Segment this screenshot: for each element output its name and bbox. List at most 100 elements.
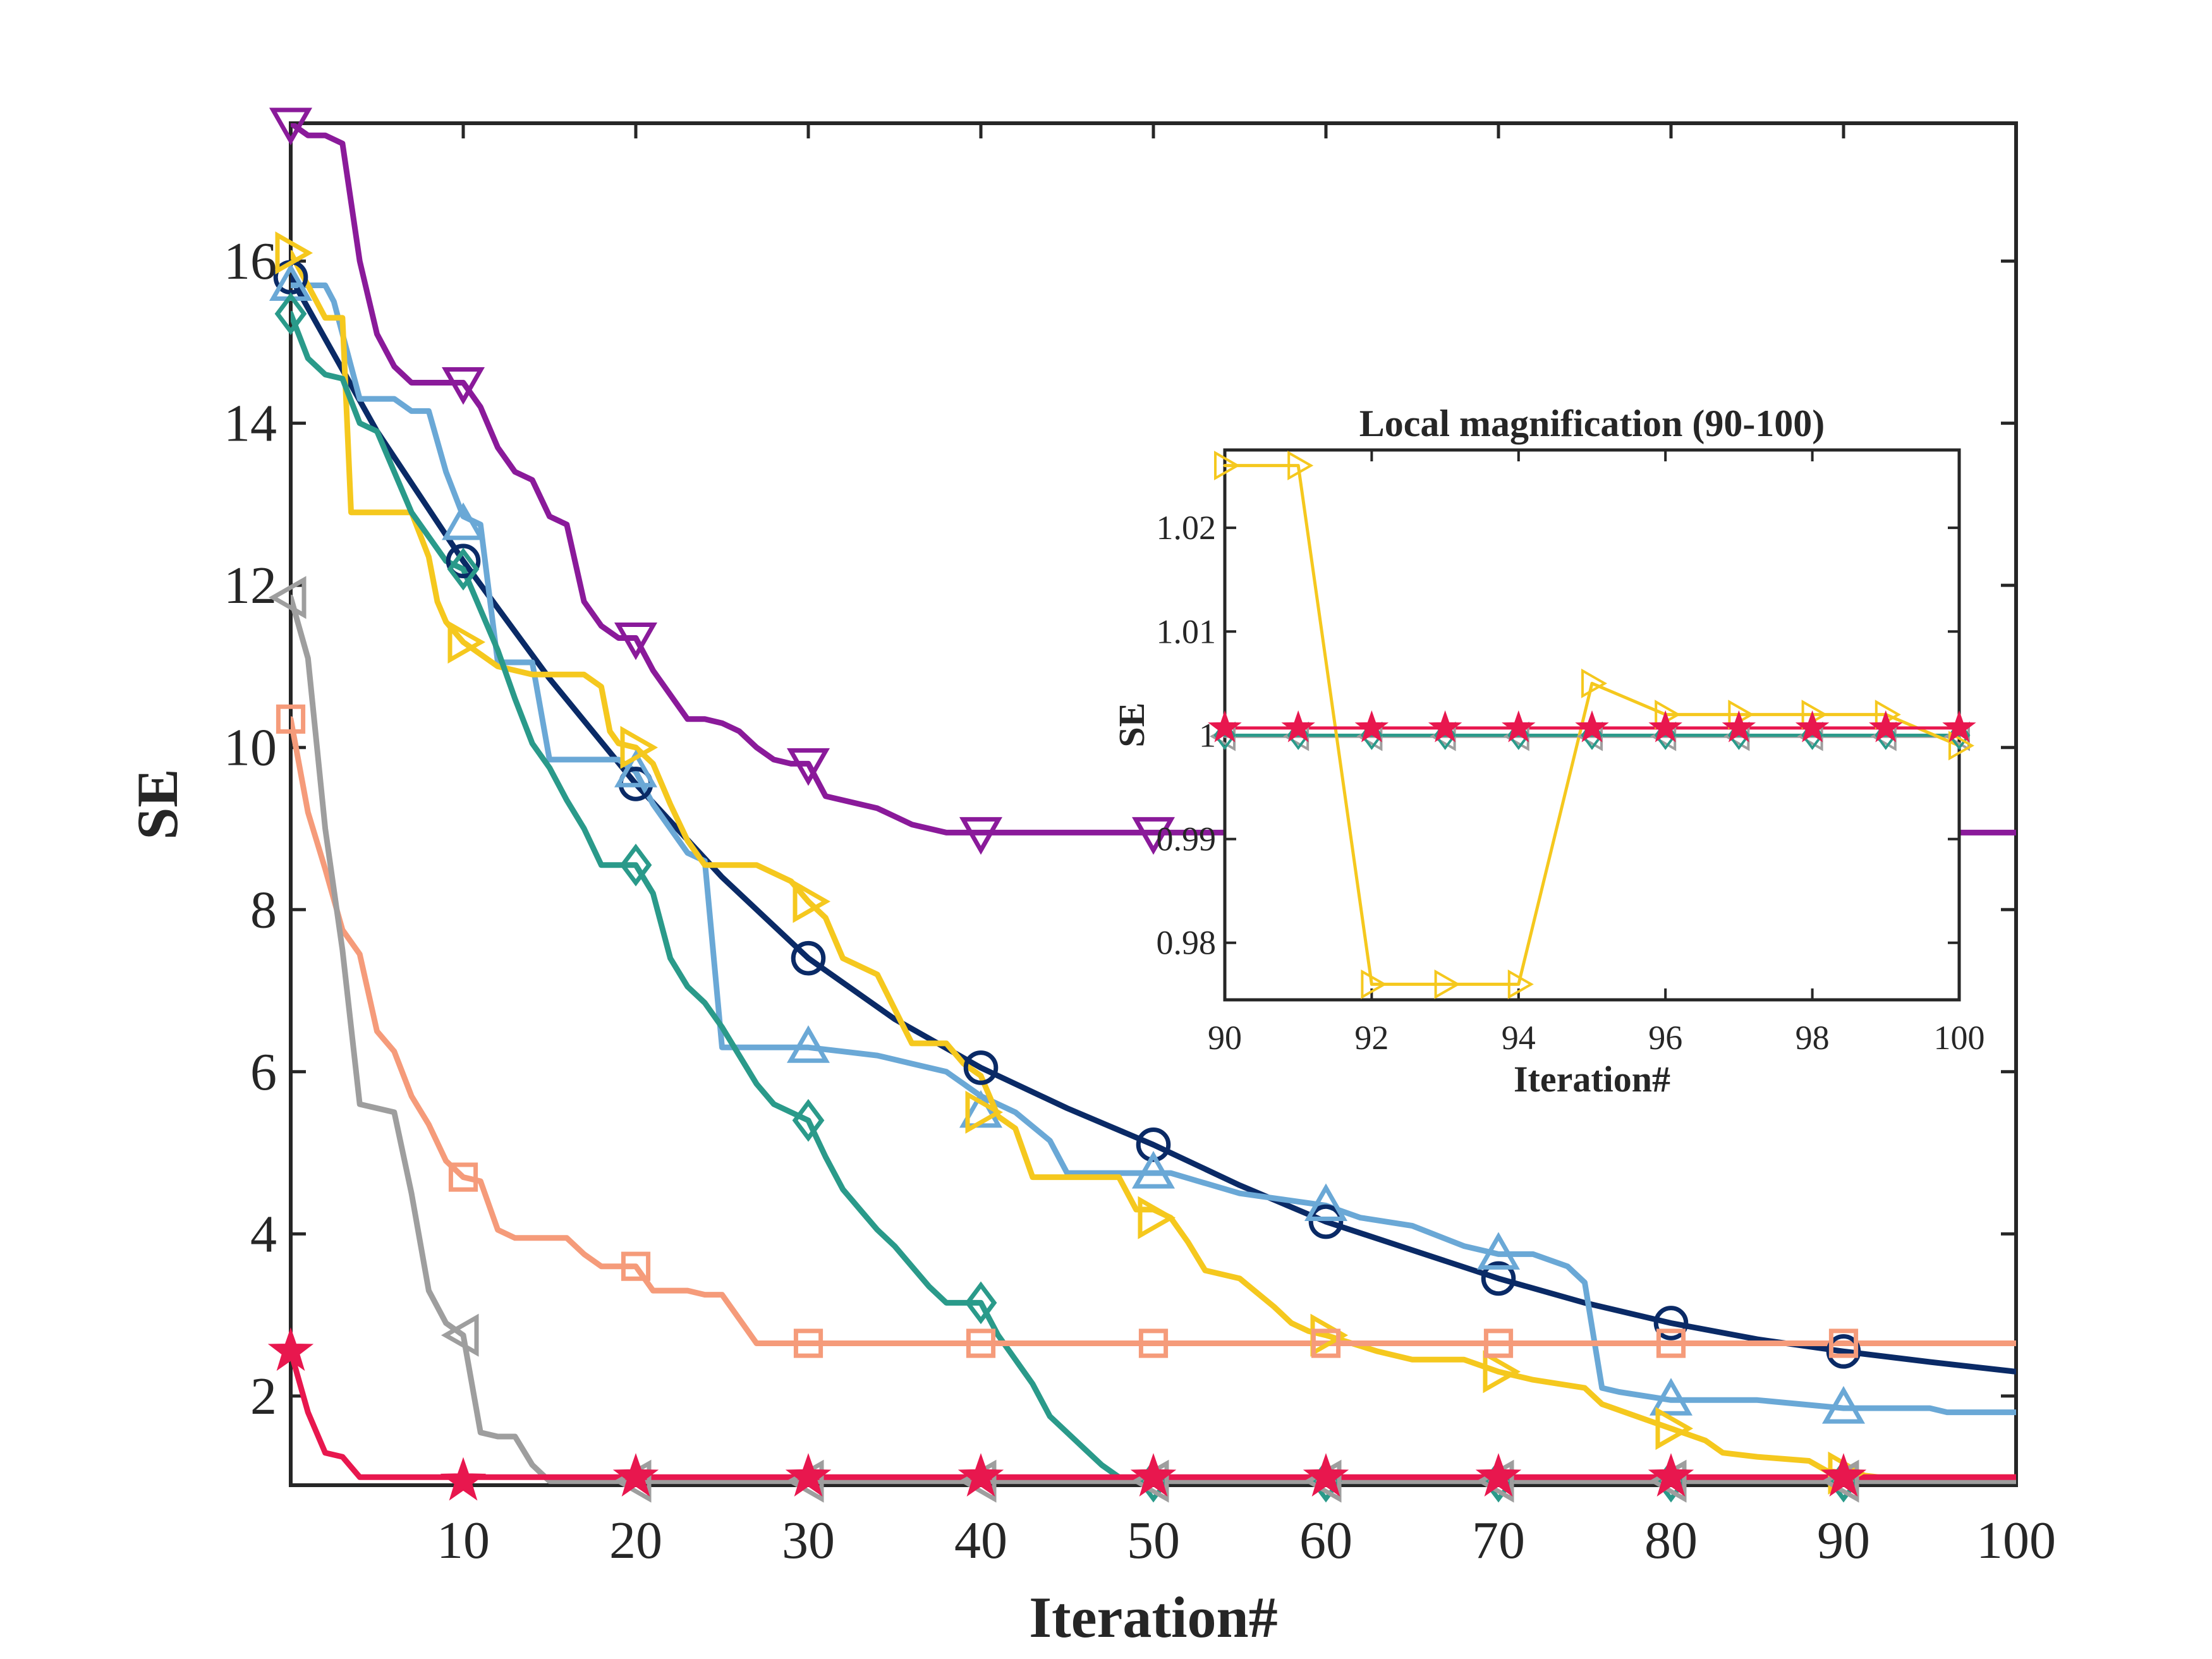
x-tick-label: 80	[1644, 1511, 1698, 1570]
series-line-3	[291, 310, 2016, 1485]
inset-marker-triangle-right	[1214, 451, 1241, 481]
inset-title: Local magnification (90-100)	[1359, 403, 1825, 444]
series-line-5	[291, 716, 2016, 1346]
inset-marker-star	[1428, 710, 1462, 743]
marker-circle	[963, 1050, 999, 1085]
marker-triangle-down	[786, 748, 830, 786]
inset-marker-star	[1575, 710, 1609, 743]
marker-triangle-up	[786, 1025, 830, 1063]
marker-triangle-up	[1649, 1378, 1693, 1416]
marker-star	[1130, 1453, 1177, 1497]
series-line-1	[291, 283, 2016, 1416]
inset-marker-triangle-right	[1434, 969, 1461, 999]
y-tick-label: 2	[250, 1367, 277, 1426]
marker-diamond	[274, 292, 307, 336]
series-line-0	[291, 274, 2016, 1375]
marker-triangle-left	[268, 576, 307, 619]
marker-triangle-up	[1131, 1151, 1176, 1189]
y-tick-label: 16	[224, 232, 277, 291]
marker-circle	[1308, 1204, 1344, 1239]
marker-diamond	[619, 843, 652, 887]
y-tick-label: 8	[250, 880, 277, 939]
inset-x-axis-title: Iteration#	[1514, 1059, 1670, 1100]
inset-marker-triangle-right	[1507, 969, 1534, 999]
marker-circle	[1653, 1306, 1689, 1340]
marker-triangle-down	[959, 817, 1003, 855]
marker-triangle-right	[620, 726, 659, 769]
marker-triangle-up	[1304, 1183, 1348, 1221]
marker-star	[267, 1327, 314, 1371]
marker-triangle-left	[441, 1313, 479, 1357]
series-line-4	[291, 123, 2016, 836]
y-tick-label: 14	[224, 394, 277, 453]
marker-triangle-right	[275, 231, 313, 275]
marker-star	[785, 1453, 832, 1497]
marker-square	[621, 1251, 651, 1281]
marker-diamond	[792, 1098, 825, 1142]
x-tick-label: 100	[1976, 1511, 2056, 1570]
inset-marker-star	[1795, 710, 1830, 743]
marker-triangle-right	[1483, 1350, 1521, 1394]
inset-x-tick-label: 90	[1208, 1019, 1242, 1057]
inset-plot: 90 92 94 96 98 1000.980.9911.011.02Iteration#…	[1111, 403, 1985, 1100]
inset-marker-triangle-right	[1948, 731, 1975, 761]
marker-triangle-up	[1476, 1232, 1521, 1270]
inset-marker-star	[1648, 710, 1682, 743]
x-tick-label: 50	[1127, 1511, 1180, 1570]
marker-triangle-up	[441, 502, 485, 540]
y-tick-label: 10	[224, 719, 277, 777]
series-line-6	[291, 594, 2016, 1485]
marker-star	[1475, 1453, 1522, 1497]
inset-series-markers	[1208, 451, 1976, 999]
marker-square	[1138, 1328, 1169, 1358]
inset-series-line-2	[1223, 464, 1961, 986]
marker-square	[793, 1328, 823, 1358]
inset-marker-star	[1354, 710, 1389, 743]
marker-circle	[446, 544, 481, 578]
marker-triangle-right	[793, 880, 831, 923]
x-tick-label: 10	[437, 1511, 490, 1570]
x-tick-label: 70	[1472, 1511, 1525, 1570]
marker-square	[448, 1162, 478, 1192]
inset-x-tick-label: 92	[1354, 1019, 1389, 1057]
marker-square	[1656, 1328, 1686, 1358]
x-tick-label: 30	[782, 1511, 835, 1570]
inset-y-tick-label: 1.01	[1157, 612, 1217, 650]
marker-diamond	[447, 547, 480, 591]
inset-marker-star	[1942, 710, 1976, 743]
inset-marker-triangle-right	[1287, 451, 1314, 481]
marker-triangle-up	[1821, 1386, 1866, 1424]
x-tick-label: 90	[1817, 1511, 1870, 1570]
marker-star	[1303, 1453, 1349, 1497]
marker-square	[1828, 1328, 1859, 1358]
inset-x-tick-label: 100	[1934, 1019, 1985, 1057]
inset-x-tick-label: 94	[1502, 1019, 1536, 1057]
series-markers	[267, 107, 1867, 1503]
marker-triangle-up	[614, 750, 658, 787]
x-tick-label: 60	[1299, 1511, 1352, 1570]
marker-star	[612, 1453, 659, 1497]
marker-triangle-right	[965, 1090, 1004, 1134]
marker-triangle-right	[1655, 1407, 1694, 1450]
y-axis-title: SE	[125, 769, 190, 840]
inset-marker-star	[1869, 710, 1903, 743]
marker-triangle-right	[447, 620, 486, 664]
y-tick-label: 6	[250, 1043, 277, 1102]
marker-circle	[1481, 1261, 1516, 1296]
marker-triangle-down	[269, 107, 313, 146]
marker-square	[1311, 1328, 1341, 1358]
inset-marker-star	[1208, 710, 1242, 743]
marker-star	[440, 1457, 487, 1501]
inset-x-tick-label: 98	[1796, 1019, 1830, 1057]
inset-marker-triangle-right	[1361, 969, 1387, 999]
marker-square	[1483, 1328, 1514, 1358]
marker-star	[1820, 1453, 1867, 1497]
inset-y-tick-label: 1.02	[1157, 509, 1217, 547]
inset-marker-star	[1722, 710, 1756, 743]
inset-marker-triangle-right	[1581, 668, 1608, 698]
inset-marker-star	[1281, 710, 1315, 743]
marker-star	[1648, 1453, 1694, 1497]
marker-triangle-down	[441, 367, 485, 405]
inset-y-axis-title: SE	[1111, 703, 1152, 748]
marker-circle	[1826, 1334, 1861, 1369]
